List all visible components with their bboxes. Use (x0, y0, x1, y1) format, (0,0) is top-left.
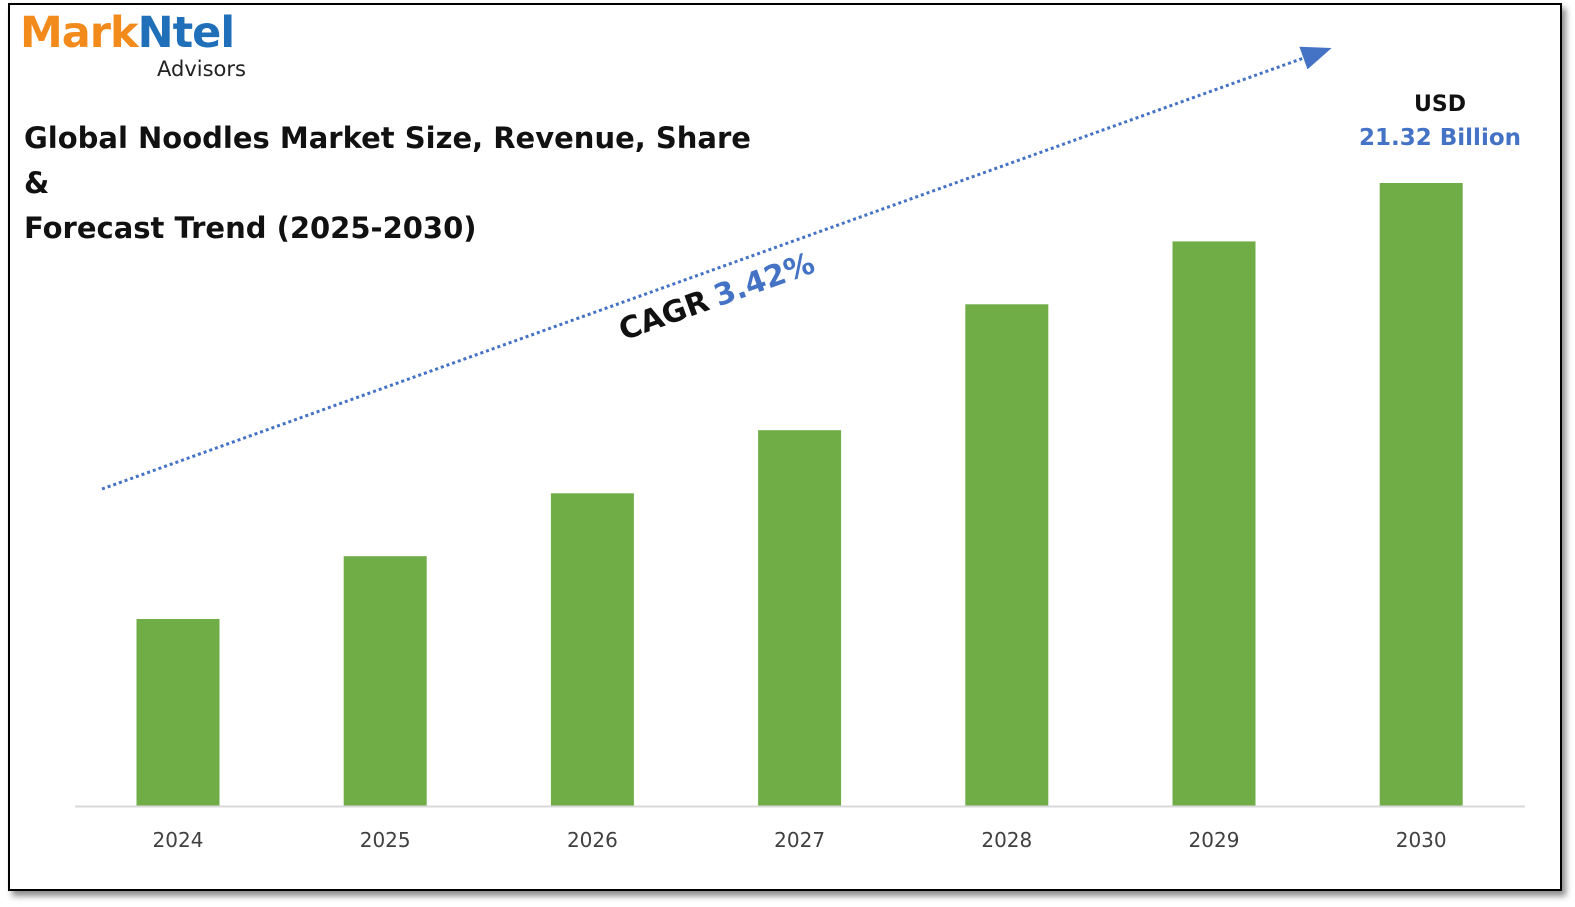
x-tick-label-2024: 2024 (153, 828, 204, 852)
cagr-trend-arrow (101, 46, 1332, 491)
bar-group (136, 183, 1463, 806)
x-tick-label-2029: 2029 (1189, 828, 1240, 852)
cagr-value: 3.42% (709, 246, 819, 314)
marlntel-logo: MarkNtel Advisors (20, 12, 246, 82)
cagr-annotation: CAGR3.42% (614, 246, 819, 348)
callout-currency: USD (1414, 92, 1466, 117)
logo-subtitle: Advisors (157, 57, 246, 81)
logo-wordmark: MarkNtel (20, 12, 235, 55)
x-tick-label-2028: 2028 (981, 828, 1032, 852)
callout-value: 21.32 Billion (1359, 125, 1521, 151)
chart-title-line-2: Forecast Trend (2025-2030) (24, 211, 477, 245)
bar-2028 (965, 304, 1049, 806)
x-tick-label-2026: 2026 (567, 828, 618, 852)
chart-title: Global Noodles Market Size, Revenue, Sha… (24, 116, 784, 251)
x-tick-label-2027: 2027 (774, 828, 825, 852)
x-tick-label-2030: 2030 (1396, 828, 1447, 852)
x-tick-labels: 2024 2025 2026 2027 2028 2029 2030 (153, 828, 1447, 852)
logo-ntel-text: Ntel (137, 8, 235, 58)
logo-mark-text: Mark (20, 8, 139, 58)
bar-2024 (136, 619, 220, 806)
final-value-callout: USD 21.32 Billion (1340, 90, 1540, 156)
bar-2026 (550, 493, 634, 806)
bar-2027 (758, 430, 842, 806)
bar-2030 (1379, 183, 1463, 806)
cagr-label: CAGR (614, 284, 713, 348)
bar-2029 (1172, 241, 1256, 806)
bar-2025 (343, 556, 427, 806)
chart-title-line-1: Global Noodles Market Size, Revenue, Sha… (24, 121, 751, 200)
x-tick-label-2025: 2025 (360, 828, 411, 852)
